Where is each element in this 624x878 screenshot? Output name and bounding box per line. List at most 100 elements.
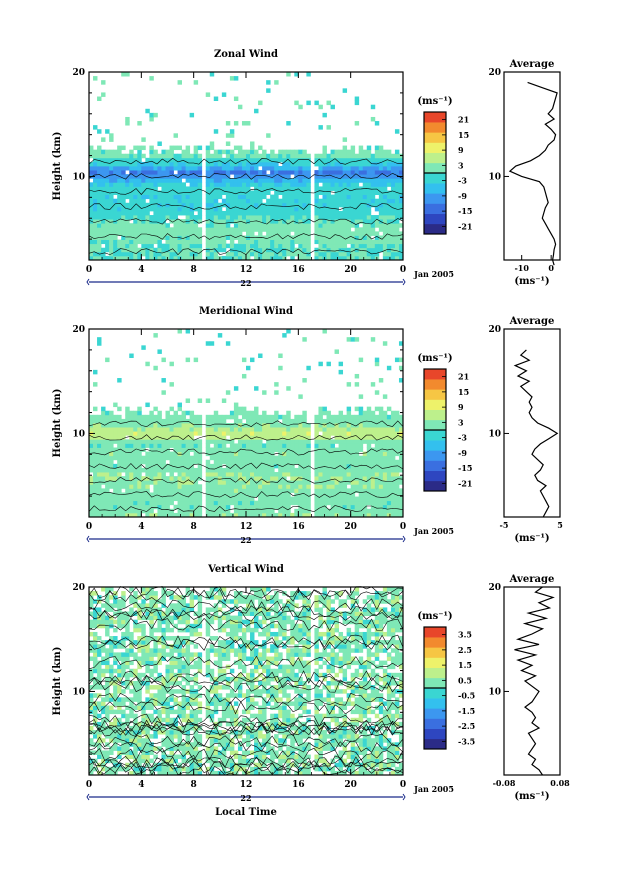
heatmap-cell — [214, 174, 218, 178]
heatmap-cell — [149, 170, 153, 174]
heatmap-cell — [182, 223, 186, 227]
heatmap-cell — [375, 178, 379, 182]
heatmap-cell — [246, 154, 250, 158]
heatmap-cell — [117, 150, 121, 154]
heatmap-cell — [125, 501, 129, 505]
heatmap-cell — [206, 227, 210, 231]
heatmap-cell — [286, 182, 290, 186]
x-tick-label: 0 — [400, 265, 406, 275]
heatmap-cell — [339, 211, 343, 215]
heatmap-cell — [198, 203, 202, 207]
heatmap-cell — [363, 235, 367, 239]
heatmap-cell — [157, 628, 161, 632]
heatmap-cell — [290, 191, 294, 195]
heatmap-cell — [101, 431, 105, 435]
heatmap-cell — [170, 468, 174, 472]
heatmap-cell — [222, 456, 226, 460]
heatmap-cell — [282, 415, 286, 419]
colorbar-swatch — [424, 369, 446, 379]
heatmap-cell — [375, 154, 379, 158]
heatmap-cell — [157, 480, 161, 484]
heatmap-cell — [117, 497, 121, 501]
heatmap-cell — [170, 235, 174, 239]
heatmap-cell — [351, 178, 355, 182]
heatmap-cell — [121, 252, 125, 256]
heatmap-cell — [347, 431, 351, 435]
heatmap-cell — [355, 452, 359, 456]
heatmap-cell — [363, 178, 367, 182]
heatmap-cell — [97, 427, 101, 431]
heatmap-cell — [182, 423, 186, 427]
heatmap-cell — [178, 472, 182, 476]
heatmap-cell — [383, 186, 387, 190]
heatmap-cell — [218, 191, 222, 195]
heatmap-cell — [306, 472, 310, 476]
heatmap-cell — [306, 427, 310, 431]
heatmap-cell — [339, 460, 343, 464]
heatmap-cell — [242, 227, 246, 231]
heatmap-cell — [230, 195, 234, 199]
heatmap-cell — [395, 423, 399, 427]
heatmap-cell — [157, 248, 161, 252]
heatmap-cell — [214, 129, 218, 133]
heatmap-cell — [97, 652, 101, 656]
heatmap-cell — [145, 452, 149, 456]
heatmap-cell — [339, 182, 343, 186]
heatmap-cell — [141, 628, 145, 632]
heatmap-cell — [149, 509, 153, 513]
heatmap-cell — [395, 427, 399, 431]
heatmap-cell — [105, 203, 109, 207]
heatmap-cell — [363, 501, 367, 505]
heatmap-cell — [258, 248, 262, 252]
heatmap-cell — [89, 476, 93, 480]
heatmap-cell — [266, 484, 270, 488]
heatmap-cell — [375, 488, 379, 492]
heatmap-cell — [387, 431, 391, 435]
heatmap-cell — [153, 158, 157, 162]
heatmap-cell — [286, 497, 290, 501]
heatmap-cell — [145, 480, 149, 484]
heatmap-cell — [274, 488, 278, 492]
heatmap-cell — [105, 476, 109, 480]
heatmap-cell — [214, 162, 218, 166]
heatmap-cell — [133, 195, 137, 199]
heatmap-cell — [331, 431, 335, 435]
heatmap-cell — [258, 235, 262, 239]
heatmap-cell — [165, 497, 169, 501]
heatmap-cell — [105, 472, 109, 476]
heatmap-cell — [121, 162, 125, 166]
heatmap-cell — [318, 170, 322, 174]
heatmap-cell — [294, 166, 298, 170]
heatmap-cell — [174, 755, 178, 759]
heatmap-cell — [101, 501, 105, 505]
heatmap-cell — [93, 407, 97, 411]
heatmap-cell — [355, 182, 359, 186]
heatmap-cell — [234, 427, 238, 431]
profile-x-tick-label: -5 — [500, 520, 509, 530]
heatmap-cell — [145, 685, 149, 689]
heatmap-cell — [359, 431, 363, 435]
heatmap-cell — [105, 492, 109, 496]
heatmap-cell — [306, 366, 310, 370]
heatmap-cell — [298, 252, 302, 256]
heatmap-cell — [218, 150, 222, 154]
colorbar — [424, 112, 446, 234]
heatmap-cell — [391, 215, 395, 219]
heatmap-cell — [153, 484, 157, 488]
heatmap-cell — [141, 632, 145, 636]
heatmap-cell — [306, 488, 310, 492]
heatmap-cell — [371, 497, 375, 501]
heatmap-cell — [254, 505, 258, 509]
heatmap-cell — [355, 374, 359, 378]
heatmap-cell — [331, 509, 335, 513]
heatmap-cell — [339, 472, 343, 476]
heatmap-cell — [302, 431, 306, 435]
heatmap-cell — [379, 452, 383, 456]
heatmap-cell — [89, 656, 93, 660]
heatmap-cell — [359, 252, 363, 256]
heatmap-cell — [157, 685, 161, 689]
heatmap-cell — [198, 509, 202, 513]
heatmap-cell — [254, 488, 258, 492]
heatmap-cell — [391, 203, 395, 207]
heatmap-cell — [355, 456, 359, 460]
